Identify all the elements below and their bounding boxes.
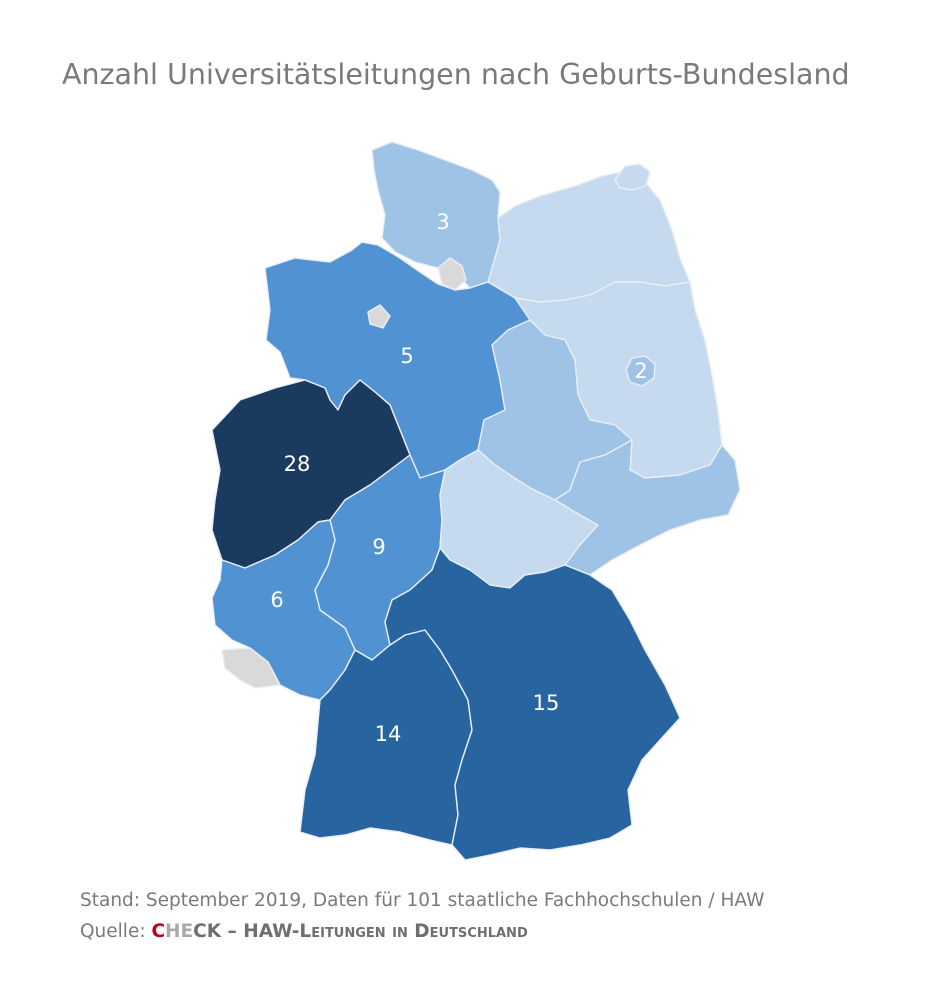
region-ruegen-island	[614, 163, 651, 191]
region-sachsen	[554, 439, 741, 576]
map-title: Anzahl Universitätsleitungen nach Geburt…	[62, 58, 850, 91]
region-berlin	[625, 355, 656, 387]
region-mecklenburg-vorpommern	[487, 167, 691, 303]
source-note: Quelle: CHECK – HAW-Leitungen in Deutsch…	[80, 921, 528, 942]
value-label: 2	[634, 359, 647, 383]
value-label: 15	[533, 691, 560, 715]
stand-note: Stand: September 2019, Daten für 101 sta…	[80, 890, 765, 911]
value-label: 9	[372, 535, 385, 559]
region-bayern	[384, 547, 681, 861]
value-label: 14	[375, 722, 402, 746]
source-c: C	[151, 921, 166, 942]
value-label: 5	[400, 344, 413, 368]
region-bremen	[367, 304, 391, 329]
source-ck: CK	[193, 921, 222, 942]
value-label: 28	[284, 452, 311, 476]
region-hamburg	[437, 257, 467, 291]
value-label: 6	[270, 588, 283, 612]
source-title: – HAW-Leitungen in Deutschland	[221, 921, 528, 942]
source-he: HE	[165, 921, 194, 942]
value-label: 3	[436, 210, 449, 234]
source-prefix: Quelle:	[80, 921, 152, 942]
region-saarland	[221, 647, 281, 689]
